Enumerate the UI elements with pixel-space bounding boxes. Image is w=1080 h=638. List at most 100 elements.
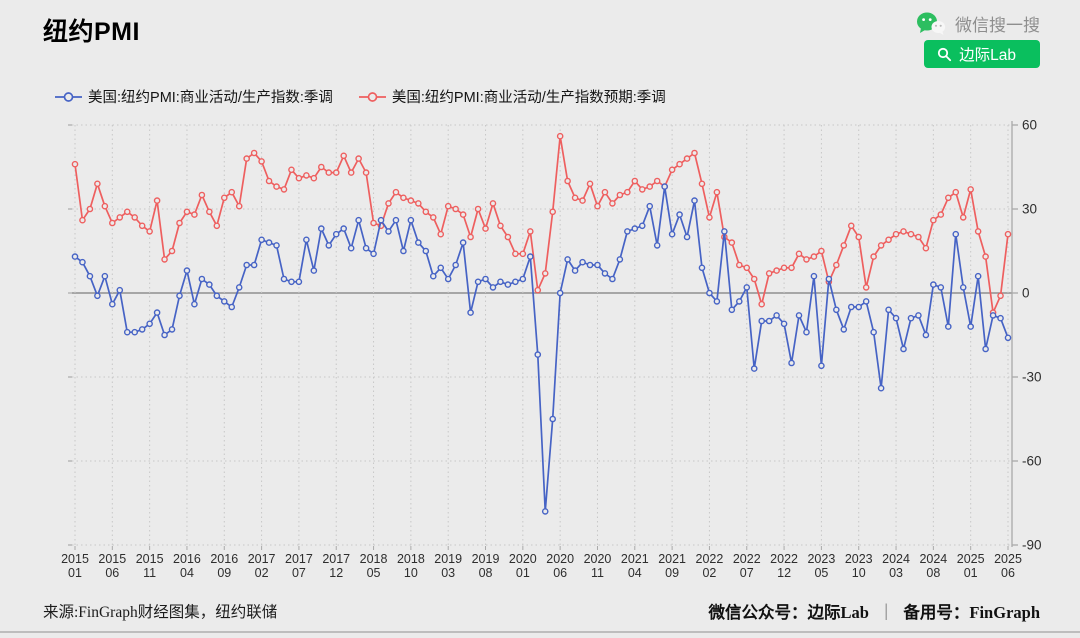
x-tick-month: 03: [889, 566, 903, 580]
series-expected-activity-point: [168, 247, 176, 255]
series-current-activity-point: [459, 239, 467, 246]
series-expected-activity-point: [355, 155, 362, 162]
series-expected-activity-point: [265, 177, 273, 185]
series-expected-activity-point: [758, 300, 765, 308]
x-tick-month: 06: [105, 566, 119, 580]
x-tick-month: 05: [367, 566, 381, 580]
series-expected-activity-point: [467, 233, 474, 241]
series-expected-activity-point: [601, 188, 609, 196]
series-expected-activity-point: [437, 230, 445, 238]
series-current-activity-point: [407, 216, 415, 224]
series-current-activity-point: [325, 242, 333, 249]
series-expected-activity-point: [892, 230, 900, 238]
x-tick-year: 2018: [397, 552, 425, 566]
series-current-activity-point: [355, 216, 362, 224]
series-expected-activity-point: [497, 222, 504, 230]
series-current-activity-point: [825, 275, 833, 283]
account-separator: ｜: [877, 603, 895, 622]
series-current-activity-point: [907, 314, 915, 322]
series-current-activity-point: [840, 326, 848, 333]
series-current-activity-point: [273, 242, 280, 249]
series-current-activity-point: [855, 303, 863, 311]
series-expected-activity-point: [668, 166, 676, 174]
series-current-activity-point: [243, 261, 250, 269]
series-expected-activity-point: [855, 233, 863, 241]
series-current-activity-point: [109, 300, 116, 308]
series-current-activity-point: [646, 202, 654, 210]
series-expected-activity-point: [206, 208, 213, 216]
x-tick-month: 05: [814, 566, 828, 580]
series-current-activity-point: [288, 278, 295, 286]
series-current-activity-point: [594, 261, 601, 269]
series-current-activity-point: [422, 247, 430, 255]
series-expected-activity-point: [235, 202, 243, 210]
x-tick-month: 07: [292, 566, 306, 580]
series-expected-activity-point: [706, 214, 713, 221]
x-tick-month: 09: [665, 566, 679, 580]
series-current-activity-point: [385, 228, 392, 235]
series-current-activity-point: [497, 278, 504, 286]
series-expected-activity-point: [243, 155, 250, 162]
series-expected-activity-point: [833, 261, 840, 269]
series-expected-activity-point: [534, 286, 542, 294]
x-tick-month: 07: [740, 566, 754, 580]
series-expected-activity-point: [982, 253, 989, 260]
series-current-activity-point: [952, 230, 960, 238]
series-current-activity-point: [183, 267, 191, 274]
x-tick-year: 2021: [658, 552, 686, 566]
x-tick-year: 2017: [322, 552, 350, 566]
x-tick-month: 04: [628, 566, 642, 580]
series-expected-activity-point: [556, 132, 564, 140]
series-expected-activity-point: [71, 160, 79, 168]
series-expected-activity-point: [683, 155, 691, 162]
brand-search-button[interactable]: 边际Lab: [924, 40, 1040, 68]
series-expected-activity-point: [228, 188, 236, 196]
series-expected-activity-point: [788, 264, 795, 272]
x-tick-month: 02: [255, 566, 269, 580]
x-tick-year: 2025: [957, 552, 985, 566]
series-expected-activity-point: [370, 219, 377, 227]
series-expected-activity-point: [452, 205, 459, 213]
series-current-activity-point: [915, 312, 922, 319]
x-tick-month: 12: [777, 566, 791, 580]
series-current-activity-point: [1004, 334, 1012, 342]
series-expected-activity-point: [631, 177, 639, 185]
x-tick-year: 2015: [136, 552, 164, 566]
series-current-activity-point: [377, 216, 385, 224]
series-expected-activity-point: [885, 236, 892, 244]
x-tick-year: 2020: [546, 552, 574, 566]
legend-item-expected: 美国:纽约PMI:商业活动/生产指数预期:季调: [358, 86, 666, 107]
series-current-activity-point: [250, 261, 258, 269]
series-expected-activity-point: [713, 188, 721, 196]
series-expected-activity-point: [974, 228, 982, 235]
series-current-activity-point: [609, 275, 616, 283]
series-expected-activity-point: [944, 194, 952, 202]
series-expected-activity-point: [183, 208, 191, 216]
series-expected-activity-point: [116, 214, 124, 221]
x-tick-month: 08: [926, 566, 940, 580]
series-expected-activity-point: [332, 169, 340, 176]
x-tick-year: 2016: [210, 552, 238, 566]
source-note: 来源:FinGraph财经图集，纽约联储: [43, 604, 278, 621]
series-expected-activity-point: [810, 253, 818, 260]
series-current-activity-point: [176, 292, 183, 300]
y-tick-label: -90: [1022, 538, 1042, 553]
series-expected-activity-point: [138, 222, 146, 230]
series-current-activity-point: [773, 312, 780, 319]
search-icon: [937, 47, 952, 62]
x-tick-year: 2017: [285, 552, 313, 566]
series-expected-activity-point: [586, 180, 594, 188]
x-tick-year: 2019: [434, 552, 462, 566]
series-expected-activity-point: [318, 163, 325, 171]
series-expected-activity-point: [519, 250, 527, 258]
series-expected-activity-point: [840, 242, 848, 249]
x-tick-month: 10: [404, 566, 418, 580]
series-current-activity-point: [989, 312, 997, 319]
series-current-activity-point: [579, 258, 586, 266]
series-expected-activity-point: [213, 222, 221, 230]
series-current-activity-point: [661, 183, 668, 190]
series-current-activity-point: [138, 326, 146, 333]
series-expected-activity-point: [691, 149, 698, 157]
series-current-activity-point: [997, 314, 1004, 322]
series-expected-activity-point: [86, 205, 94, 213]
